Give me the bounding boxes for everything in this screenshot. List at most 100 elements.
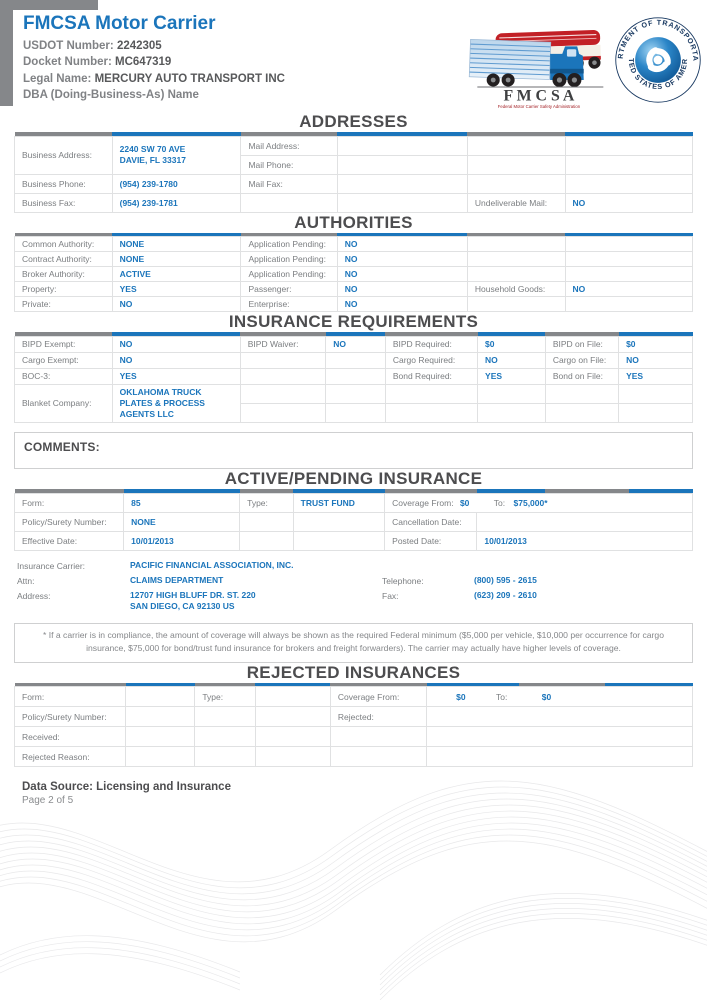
svg-text:F M C S A: F M C S A [504, 88, 575, 105]
coverage-disclaimer: * If a carrier is in compliance, the amo… [14, 623, 693, 663]
attn-value: CLAIMS DEPARTMENT [130, 574, 224, 585]
rejected-type-value [254, 686, 331, 708]
household-goods-label: Household Goods: [466, 281, 566, 297]
empty-cell [254, 746, 331, 768]
undeliverable-mail-value: NO [564, 192, 693, 213]
mail-address-value [336, 135, 468, 156]
rejected-to-label: To: [496, 691, 508, 702]
rejected-coverage-from-value: $0 [456, 691, 466, 702]
form-value: 85 [123, 492, 241, 513]
fmcsa-truck-logo-icon: F M C S A Federal Motor Carrier Safety A… [468, 30, 604, 109]
empty-cell [564, 296, 693, 312]
form-label: Form: [13, 492, 125, 513]
empty-cell [125, 706, 196, 728]
telephone-label: Telephone: [382, 575, 424, 586]
mail-fax-label: Mail Fax: [240, 173, 338, 194]
empty-cell [292, 511, 386, 532]
empty-cell [564, 173, 693, 194]
posted-date-label: Posted Date: [384, 530, 478, 551]
comments-label: COMMENTS: [24, 440, 100, 455]
address-label: Address: [17, 590, 51, 601]
attn-label: Attn: [17, 575, 35, 586]
rejected-to-value: $0 [541, 691, 552, 702]
mail-phone-label: Mail Phone: [240, 154, 338, 175]
rejected-insurances-table: Form: Type: Coverage From: $0 To: $0 Pol… [13, 682, 693, 768]
empty-cell [466, 266, 566, 282]
boc3-label: BOC-3: [14, 367, 113, 385]
empty-cell [325, 402, 386, 424]
empty-cell [466, 296, 566, 312]
legal-name-value: MERCURY AUTO TRANSPORT INC [94, 72, 285, 85]
type-label: Type: [239, 492, 294, 513]
empty-cell [292, 530, 386, 551]
coverage-to-value: $75,000* [513, 497, 548, 508]
contract-authority-value: NONE [111, 251, 242, 267]
mail-address-label: Mail Address: [240, 135, 338, 156]
page-footer: Data Source: Licensing and Insurance Pag… [22, 781, 707, 806]
empty-cell [426, 746, 693, 768]
insurance-requirements-table: BIPD Exempt: NO BIPD Waiver: NO BIPD Req… [14, 332, 693, 424]
rejected-type-label: Type: [194, 686, 256, 708]
report-header: FMCSA Motor Carrier USDOT Number: 224230… [0, 0, 707, 112]
insurance-carrier-block: Insurance Carrier: PACIFIC FINANCIAL ASS… [17, 560, 685, 612]
authorities-table: Common Authority: NONE Application Pendi… [14, 232, 693, 312]
empty-cell [325, 351, 386, 369]
page-title: FMCSA Motor Carrier [23, 13, 216, 34]
property-label: Property: [14, 281, 113, 297]
active-pending-table: Form: 85 Type: TRUST FUND Coverage From:… [13, 489, 693, 551]
cancellation-date-value [476, 511, 693, 532]
empty-cell [125, 726, 196, 748]
rejected-policy-label: Policy/Surety Number: [13, 706, 127, 728]
empty-cell [384, 402, 479, 424]
bipd-required-value: $0 [477, 335, 546, 353]
business-phone-value: (954) 239-1780 [111, 173, 242, 194]
empty-cell [466, 173, 566, 194]
effective-date-value: 10/01/2013 [123, 530, 241, 551]
business-phone-label: Business Phone: [14, 173, 113, 194]
private-value: NO [111, 296, 242, 312]
passenger-label: Passenger: [240, 281, 338, 297]
empty-cell [466, 236, 566, 252]
cargo-on-file-value: NO [618, 351, 693, 369]
bipd-exempt-label: BIPD Exempt: [14, 335, 113, 353]
empty-cell [384, 383, 479, 404]
comments-box: COMMENTS: [14, 432, 693, 470]
empty-cell [194, 746, 256, 768]
empty-cell [329, 726, 428, 748]
type-value: TRUST FUND [292, 492, 386, 513]
common-authority-value: NONE [111, 236, 242, 252]
business-address-label: Business Address: [14, 135, 113, 175]
application-pending-label: Application Pending: [240, 251, 338, 267]
usdot-value: 2242305 [116, 40, 162, 52]
dot-seal-icon: DEPARTMENT OF TRANSPORTATION UNITED STAT… [614, 16, 702, 104]
address-value: 12707 HIGH BLUFF DR. ST. 220 SAN DIEGO, … [130, 589, 256, 611]
application-pending-value: NO [336, 266, 468, 282]
rejected-coverage-from-label: Coverage From: [329, 686, 428, 708]
insurance-carrier-value: PACIFIC FINANCIAL ASSOCIATION, INC. [130, 559, 294, 570]
empty-cell [564, 251, 693, 267]
bipd-waiver-label: BIPD Waiver: [239, 335, 327, 353]
enterprise-label: Enterprise: [240, 296, 338, 312]
empty-cell [239, 511, 294, 532]
mail-phone-value [336, 154, 468, 175]
fax-label: Fax: [382, 590, 399, 601]
dba-label: DBA (Doing-Business-As) Name [23, 88, 199, 101]
docket-value: MC647319 [115, 56, 172, 69]
business-address-value: 2240 SW 70 AVE DAVIE, FL 33317 [111, 135, 242, 175]
application-pending-value: NO [336, 251, 468, 267]
business-fax-label: Business Fax: [14, 192, 113, 213]
household-goods-value: NO [564, 281, 693, 297]
application-pending-label: Application Pending: [240, 236, 338, 252]
empty-cell [544, 383, 620, 404]
broker-authority-value: ACTIVE [111, 266, 242, 282]
coverage-cell: Coverage From: $0 To: $75,000* [384, 492, 693, 513]
effective-date-label: Effective Date: [13, 530, 125, 551]
received-label: Received: [13, 726, 127, 748]
cargo-required-label: Cargo Required: [384, 351, 479, 369]
rejected-coverage-cell: $0 To: $0 [426, 686, 693, 708]
empty-cell [239, 351, 327, 369]
empty-cell [239, 530, 294, 551]
svg-text:Federal Motor Carrier Safety A: Federal Motor Carrier Safety Administrat… [498, 104, 581, 109]
empty-cell [477, 402, 546, 424]
telephone-value: (800) 595 - 2615 [474, 574, 537, 585]
